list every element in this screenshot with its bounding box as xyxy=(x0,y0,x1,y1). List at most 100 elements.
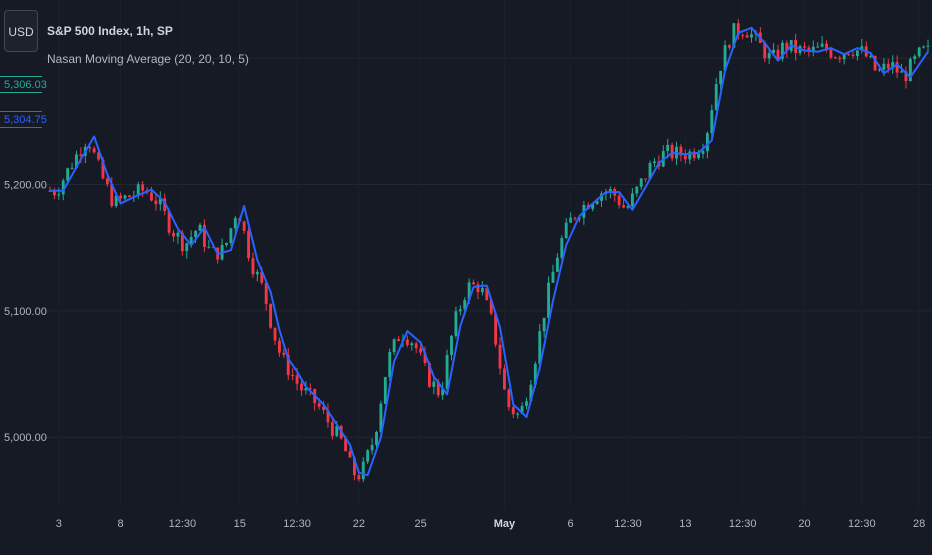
x-tick-label: 12:30 xyxy=(729,518,757,530)
candle-body xyxy=(110,184,114,207)
candle-body xyxy=(423,352,427,364)
candle-body xyxy=(683,155,687,160)
candle-body xyxy=(467,282,471,301)
candle-body xyxy=(207,246,211,248)
candle-body xyxy=(70,167,74,169)
candle-body xyxy=(855,50,859,57)
candle-body xyxy=(251,258,255,275)
candle-body xyxy=(869,55,873,57)
candle-body xyxy=(891,62,895,69)
candle-body xyxy=(626,206,630,208)
candle-body xyxy=(375,431,378,446)
candle-body xyxy=(247,230,250,259)
candle-body xyxy=(172,232,175,237)
candle-body xyxy=(57,194,61,196)
candle-body xyxy=(714,84,718,111)
candle-body xyxy=(326,410,330,423)
x-tick-label: 12:30 xyxy=(614,518,642,530)
candle-body xyxy=(392,339,396,353)
candle-body xyxy=(533,363,537,385)
candle-body xyxy=(344,438,348,452)
candle-body xyxy=(105,178,109,185)
candle-body xyxy=(123,195,127,199)
indicator-title[interactable]: Nasan Moving Average (20, 20, 10, 5) xyxy=(47,52,249,66)
candle-body xyxy=(560,238,564,258)
candle-body xyxy=(317,403,321,407)
candle-body xyxy=(52,190,56,196)
candle-body xyxy=(767,53,771,59)
candle-body xyxy=(366,450,370,462)
candle-body xyxy=(357,475,361,480)
x-tick-label: 3 xyxy=(56,518,62,530)
candle-body xyxy=(119,195,123,199)
candle-body xyxy=(679,146,683,156)
candle-body xyxy=(494,313,498,345)
candle-body xyxy=(92,148,96,153)
candle-body xyxy=(485,288,489,301)
candle-body xyxy=(154,200,158,205)
candle-body xyxy=(428,363,431,387)
candle-body xyxy=(158,198,162,205)
candle-body xyxy=(617,195,621,206)
candle-body xyxy=(873,55,877,71)
candle-body xyxy=(383,377,387,404)
candle-body xyxy=(273,327,277,341)
chart-legend: S&P 500 Index, 1h, SP xyxy=(47,24,173,38)
candle-body xyxy=(736,23,740,36)
currency-button[interactable]: USD xyxy=(4,10,38,52)
candle-body xyxy=(476,284,480,293)
candle-body xyxy=(225,242,228,245)
candle-body xyxy=(436,381,440,396)
candle-body xyxy=(410,343,414,346)
candle-body xyxy=(480,288,484,293)
candle-body xyxy=(904,71,908,82)
y-tick-label: 5,000.00 xyxy=(4,432,47,444)
candle-body xyxy=(97,152,100,160)
last-price-tag: 5,306.03 xyxy=(0,76,47,93)
candle-body xyxy=(370,445,374,451)
candle-body xyxy=(847,54,851,56)
candle-body xyxy=(878,69,881,71)
x-tick-label: 13 xyxy=(679,518,691,530)
x-tick-label: 28 xyxy=(913,518,925,530)
candle-body xyxy=(692,151,696,159)
candle-body xyxy=(600,193,603,201)
candle-body xyxy=(666,144,670,152)
candle-body xyxy=(648,163,652,179)
candle-body xyxy=(895,62,899,73)
candle-body xyxy=(780,42,784,59)
candle-body xyxy=(127,195,131,198)
candle-body xyxy=(114,195,118,207)
candle-body xyxy=(900,71,903,73)
candle-body xyxy=(763,42,767,59)
candle-body xyxy=(833,57,837,59)
candle-body xyxy=(705,133,709,152)
x-tick-label: 8 xyxy=(118,518,124,530)
candle-body xyxy=(772,49,776,54)
candle-body xyxy=(635,186,639,194)
symbol-title[interactable]: S&P 500 Index, 1h, SP xyxy=(47,24,173,38)
candle-body xyxy=(308,388,312,390)
candle-body xyxy=(330,422,334,436)
x-tick-label: 12:30 xyxy=(283,518,311,530)
candle-body xyxy=(441,388,445,396)
candle-body xyxy=(185,243,189,252)
candle-body xyxy=(750,34,753,38)
candle-body xyxy=(803,46,806,48)
candle-body xyxy=(269,303,273,328)
candle-body xyxy=(608,189,612,193)
x-tick-label: May xyxy=(494,518,516,530)
candle-body xyxy=(348,451,352,458)
candle-body xyxy=(842,54,846,60)
candle-body xyxy=(573,217,577,219)
candle-body xyxy=(414,343,418,349)
candle-body xyxy=(194,230,198,238)
candle-body xyxy=(785,42,789,51)
candle-body xyxy=(653,161,656,164)
x-tick-label: 15 xyxy=(234,518,246,530)
x-tick-label: 25 xyxy=(414,518,426,530)
candle-body xyxy=(741,35,745,37)
candle-body xyxy=(503,368,506,390)
